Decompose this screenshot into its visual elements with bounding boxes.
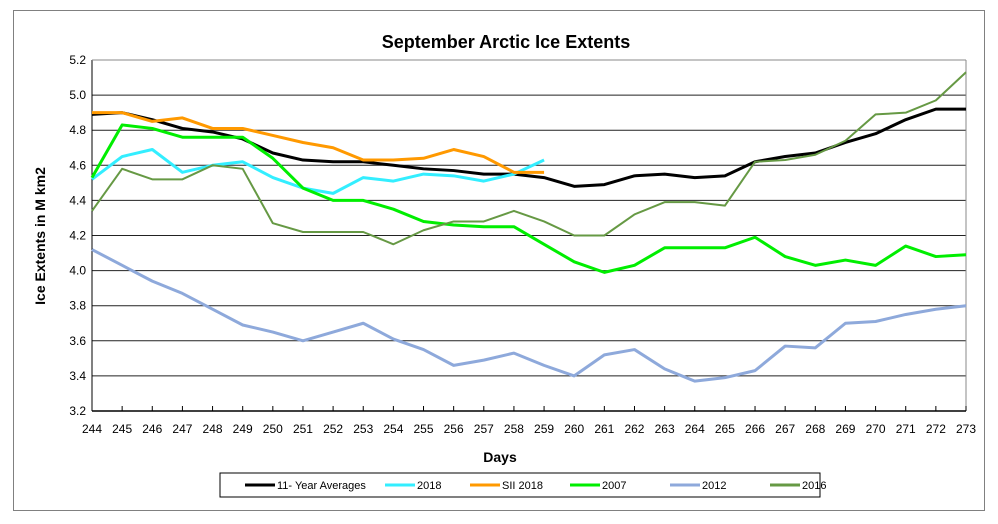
x-tick-label: 254 (383, 422, 403, 436)
y-tick-label: 3.4 (69, 369, 86, 383)
x-tick-label: 266 (745, 422, 765, 436)
y-tick-label: 4.4 (69, 193, 86, 207)
x-tick-label: 252 (323, 422, 343, 436)
legend: 11- Year Averages 2018 SII 2018 2007 2012 201… (219, 472, 826, 498)
legend-label: 2018 (417, 480, 441, 492)
chart-title: September Arctic Ice Extents (382, 32, 630, 52)
y-tick-label: 5.0 (69, 88, 86, 102)
x-tick-label: 256 (444, 422, 464, 436)
x-tick-label: 253 (353, 422, 373, 436)
x-tick-label: 246 (142, 422, 162, 436)
x-tick-label: 267 (775, 422, 795, 436)
x-tick-label: 270 (866, 422, 886, 436)
x-tick-label: 273 (956, 422, 976, 436)
x-tick-label: 261 (594, 422, 614, 436)
y-axis-label: Ice Extents in M km2 (32, 167, 48, 305)
legend-box (219, 472, 821, 498)
x-tick-label: 249 (233, 422, 253, 436)
x-tick-label: 257 (474, 422, 494, 436)
y-tick-label: 3.8 (69, 299, 86, 313)
x-tick-label: 262 (624, 422, 644, 436)
x-tick-label: 259 (534, 422, 554, 436)
legend-label: 2012 (702, 480, 726, 492)
x-tick-label: 255 (414, 422, 434, 436)
y-tick-label: 4.8 (69, 123, 86, 137)
y-tick-label: 3.6 (69, 334, 86, 348)
x-tick-label: 251 (293, 422, 313, 436)
legend-label: 11- Year Averages (277, 480, 366, 492)
x-tick-label: 250 (263, 422, 283, 436)
legend-label: 2007 (602, 480, 626, 492)
x-tick-label: 248 (203, 422, 223, 436)
x-tick-label: 247 (172, 422, 192, 436)
series-lines (90, 71, 967, 383)
x-tick-label: 264 (685, 422, 705, 436)
legend-label: SII 2018 (502, 480, 543, 492)
series-line-2018 (91, 148, 545, 195)
y-tick-label: 3.2 (69, 404, 86, 418)
legend-label: 2016 (802, 480, 826, 492)
series-line-2012 (91, 248, 967, 383)
x-axis-label: Days (483, 449, 517, 465)
series-line-2016 (91, 71, 967, 246)
chart-frame (13, 10, 985, 511)
x-tick-label: 272 (926, 422, 946, 436)
y-tick-label: 4.2 (69, 229, 86, 243)
x-tick-label: 269 (835, 422, 855, 436)
x-tick-label: 271 (896, 422, 916, 436)
y-tick-label: 4.6 (69, 158, 86, 172)
x-tick-label: 244 (82, 422, 102, 436)
series-line-sii-2018 (92, 111, 545, 174)
series-line-11-year-averages (91, 107, 966, 188)
x-tick-label: 263 (655, 422, 675, 436)
x-tick-label: 265 (715, 422, 735, 436)
x-tick-label: 245 (112, 422, 132, 436)
x-tick-label: 260 (564, 422, 584, 436)
y-tick-label: 4.0 (69, 264, 86, 278)
x-tick-label: 258 (504, 422, 524, 436)
series-line-2007 (90, 123, 967, 274)
axes: 3.2 3.4 3.6 3.8 4.0 4.2 4.4 4.6 4.8 5.0 5.2 244 245 2… (69, 53, 976, 436)
y-tick-label: 5.2 (69, 53, 86, 67)
x-tick-label: 268 (805, 422, 825, 436)
